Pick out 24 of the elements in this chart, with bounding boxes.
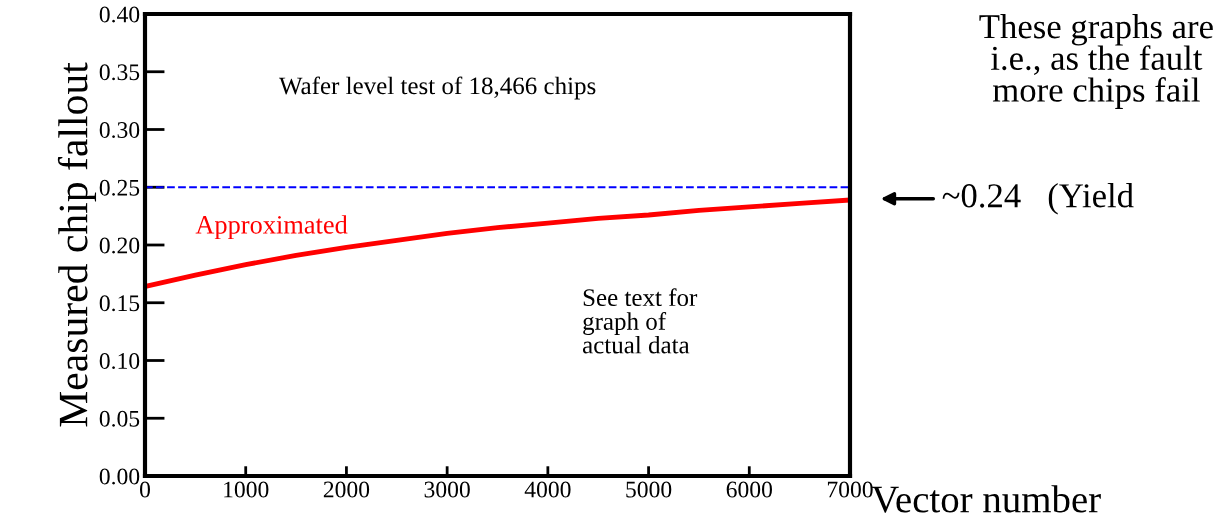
line-series: [145, 197, 850, 290]
annotation: ~0.24 (Yield: [942, 183, 1134, 215]
y-tick-label: 0.15: [99, 295, 140, 312]
y-tick-label: 0.30: [99, 121, 140, 139]
y-tick-label: 0.10: [99, 352, 140, 370]
x-tick-label: 4000: [524, 481, 571, 498]
series-label: Approximated: [195, 215, 348, 240]
annotation: See text for graph of actual data: [582, 288, 698, 354]
x-tick-label: 7000: [827, 481, 873, 498]
y-axis-title: Measured chip fallout: [57, 62, 97, 427]
x-tick-label: 6000: [726, 481, 772, 498]
y-tick-label: 0.05: [99, 410, 140, 427]
x-tick-label: 3000: [424, 481, 470, 498]
y-tick-label: 0.20: [99, 237, 140, 254]
y-tick-label: 0.00: [99, 468, 140, 485]
y-tick-label: 0.25: [99, 179, 140, 196]
annotation: Wafer level test of 18,466 chips: [278, 76, 596, 100]
y-tick-label: 0.40: [99, 6, 140, 23]
x-tick-label: 0: [140, 481, 150, 498]
x-tick-label: 1000: [224, 481, 269, 498]
x-tick-label: 2000: [323, 481, 370, 498]
y-tick-label: 0.35: [99, 64, 140, 81]
text: These graphs are i.e., as the fault more chips fail: [979, 14, 1213, 109]
x-tick-label: 5000: [626, 481, 672, 498]
